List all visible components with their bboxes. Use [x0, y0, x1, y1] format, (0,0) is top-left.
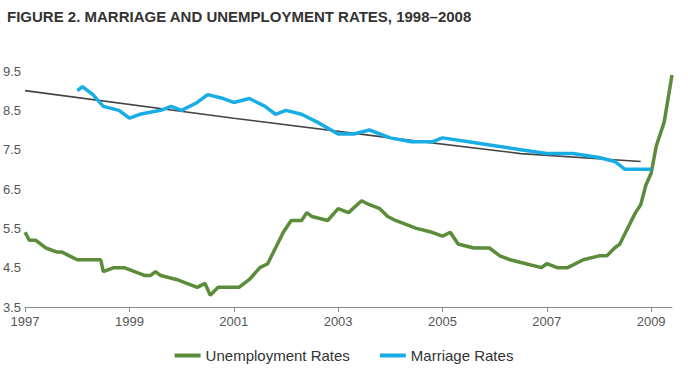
- svg-text:3.5: 3.5: [3, 300, 21, 315]
- svg-text:8.5: 8.5: [3, 103, 21, 118]
- svg-text:FIGURE 2. MARRIAGE AND UNEMPLO: FIGURE 2. MARRIAGE AND UNEMPLOYMENT RATE…: [7, 8, 471, 25]
- svg-text:5.5: 5.5: [3, 221, 21, 236]
- svg-text:2001: 2001: [219, 314, 248, 329]
- svg-text:7.5: 7.5: [3, 142, 21, 157]
- svg-text:Unemployment Rates: Unemployment Rates: [206, 347, 350, 364]
- svg-text:1997: 1997: [11, 314, 40, 329]
- svg-text:Marriage Rates: Marriage Rates: [411, 347, 514, 364]
- svg-text:1999: 1999: [115, 314, 144, 329]
- svg-text:6.5: 6.5: [3, 182, 21, 197]
- svg-text:9.5: 9.5: [3, 64, 21, 79]
- svg-text:2005: 2005: [428, 314, 457, 329]
- svg-text:2009: 2009: [637, 314, 666, 329]
- svg-text:2007: 2007: [532, 314, 561, 329]
- svg-text:2003: 2003: [324, 314, 353, 329]
- svg-text:4.5: 4.5: [3, 260, 21, 275]
